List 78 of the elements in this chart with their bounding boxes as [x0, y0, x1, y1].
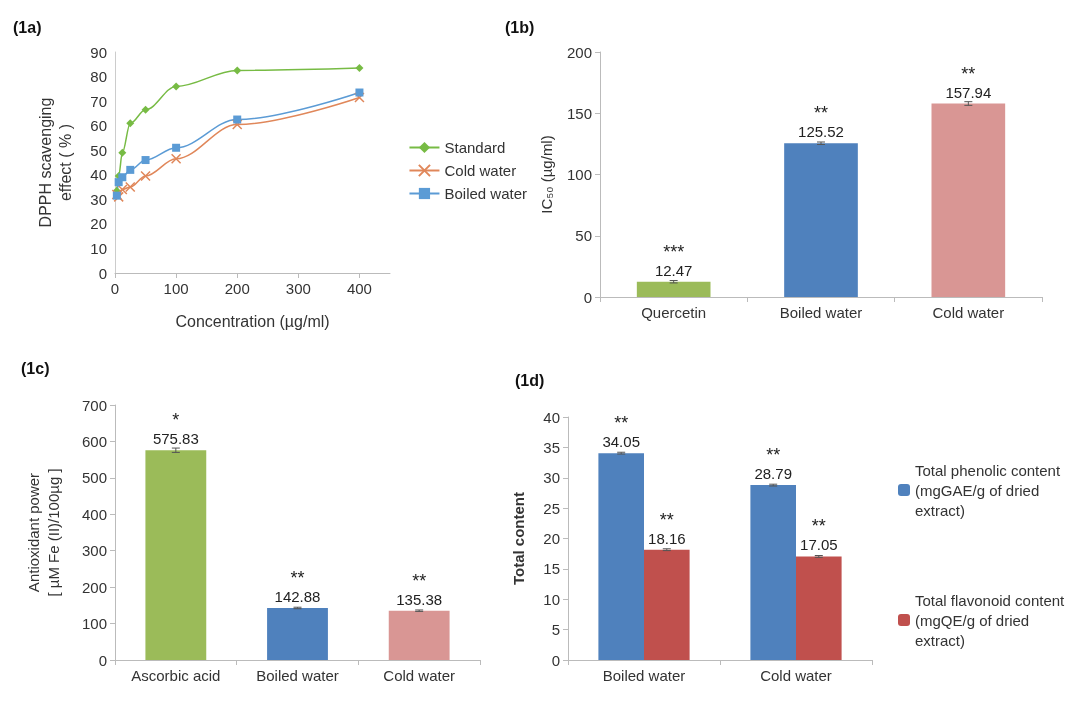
x-tick-label: 100 [163, 280, 189, 297]
y-tick-label: 400 [81, 505, 107, 523]
y-axis-title: Total content [509, 491, 527, 586]
y-tick-label: 90 [90, 43, 107, 61]
y-tick-label: 300 [81, 542, 107, 560]
chart-title: (1b) [505, 18, 535, 36]
y-axis-title: IC₅₀ (µg/ml) [537, 135, 555, 214]
legend-label: Cold water [444, 162, 517, 179]
y-tick-label: 80 [90, 68, 107, 86]
data-label: 12.47 [654, 261, 693, 279]
y-tick-label: 500 [81, 469, 107, 487]
y-tick-label: 10 [543, 590, 560, 608]
y-tick-label: 25 [543, 499, 560, 517]
x-tick-label: Cold water [760, 667, 832, 684]
data-label: 34.05 [602, 433, 640, 451]
x-tick-label: Boiled water [779, 304, 863, 321]
x-tick-label: 200 [224, 280, 250, 297]
y-tick-label: 60 [90, 117, 107, 135]
y-tick-label: 40 [90, 166, 107, 184]
x-tick-label: Boiled water [602, 667, 686, 684]
y-tick-label: 35 [543, 438, 560, 456]
data-label: 18.16 [648, 529, 686, 547]
legend-label: Total phenolic content (mgGAE/g of dried extract) [915, 461, 1065, 519]
data-label: 28.79 [754, 465, 792, 483]
y-tick-label: 0 [551, 651, 560, 669]
annotation: ** [766, 445, 781, 466]
annotation: ** [811, 516, 826, 537]
data-label: 125.52 [798, 123, 844, 141]
annotation: *** [663, 241, 685, 262]
x-tick-label: Cold water [932, 304, 1005, 321]
legend-label: Total flavonoid content (mgQE/g of dried extract) [915, 591, 1069, 649]
x-tick-label: Ascorbic acid [131, 667, 221, 684]
y-tick-label: 100 [81, 615, 107, 633]
y-tick-label: 30 [543, 469, 560, 487]
y-tick-label: 0 [98, 651, 107, 669]
y-tick-label: 40 [543, 408, 560, 426]
data-label: 142.88 [274, 587, 321, 605]
y-tick-label: 700 [81, 396, 107, 414]
annotation: ** [813, 103, 829, 124]
legend-label: Standard [444, 139, 506, 156]
x-tick-label: 300 [285, 280, 311, 297]
x-tick-label: Quercetin [641, 304, 707, 321]
y-tick-label: 150 [566, 104, 592, 122]
x-tick-label: 0 [110, 280, 120, 297]
y-tick-label: 30 [90, 190, 107, 208]
y-tick-label: 20 [543, 530, 560, 547]
data-label: 157.94 [945, 83, 992, 101]
y-tick-label: 10 [90, 239, 107, 257]
x-tick-label: Cold water [383, 667, 456, 684]
y-axis-title: DPPH scavenging effect ( % ) [36, 97, 74, 228]
chart-title: (1d) [515, 371, 545, 389]
y-tick-label: 200 [81, 578, 107, 596]
y-tick-label: 50 [575, 227, 592, 245]
y-tick-label: 100 [566, 166, 592, 183]
y-tick-label: 0 [98, 264, 107, 282]
y-tick-label: 70 [90, 92, 107, 110]
legend-label: Boiled water [444, 185, 527, 202]
y-tick-label: 15 [543, 560, 560, 578]
annotation: ** [290, 567, 305, 588]
y-axis-title: Antioxidant power [ µM Fe (II)/100µg ] [24, 468, 62, 597]
chart-title: (1a) [13, 18, 42, 36]
data-label: 135.38 [396, 590, 443, 608]
annotation: * [172, 410, 180, 431]
y-tick-label: 5 [551, 621, 560, 639]
y-tick-label: 600 [81, 432, 107, 450]
y-tick-label: 20 [90, 215, 107, 233]
data-label: 17.05 [800, 536, 838, 554]
chart-title: (1c) [21, 359, 50, 377]
x-tick-label: 400 [346, 280, 372, 297]
data-label: 575.83 [152, 430, 199, 448]
x-tick-label: Boiled water [256, 667, 339, 684]
y-tick-label: 200 [566, 43, 592, 61]
y-tick-label: 50 [90, 141, 107, 159]
x-axis-title: Concentration (µg/ml) [175, 312, 330, 330]
annotation: ** [614, 413, 629, 434]
annotation: ** [659, 509, 674, 530]
annotation: ** [961, 63, 976, 84]
annotation: ** [412, 570, 427, 591]
